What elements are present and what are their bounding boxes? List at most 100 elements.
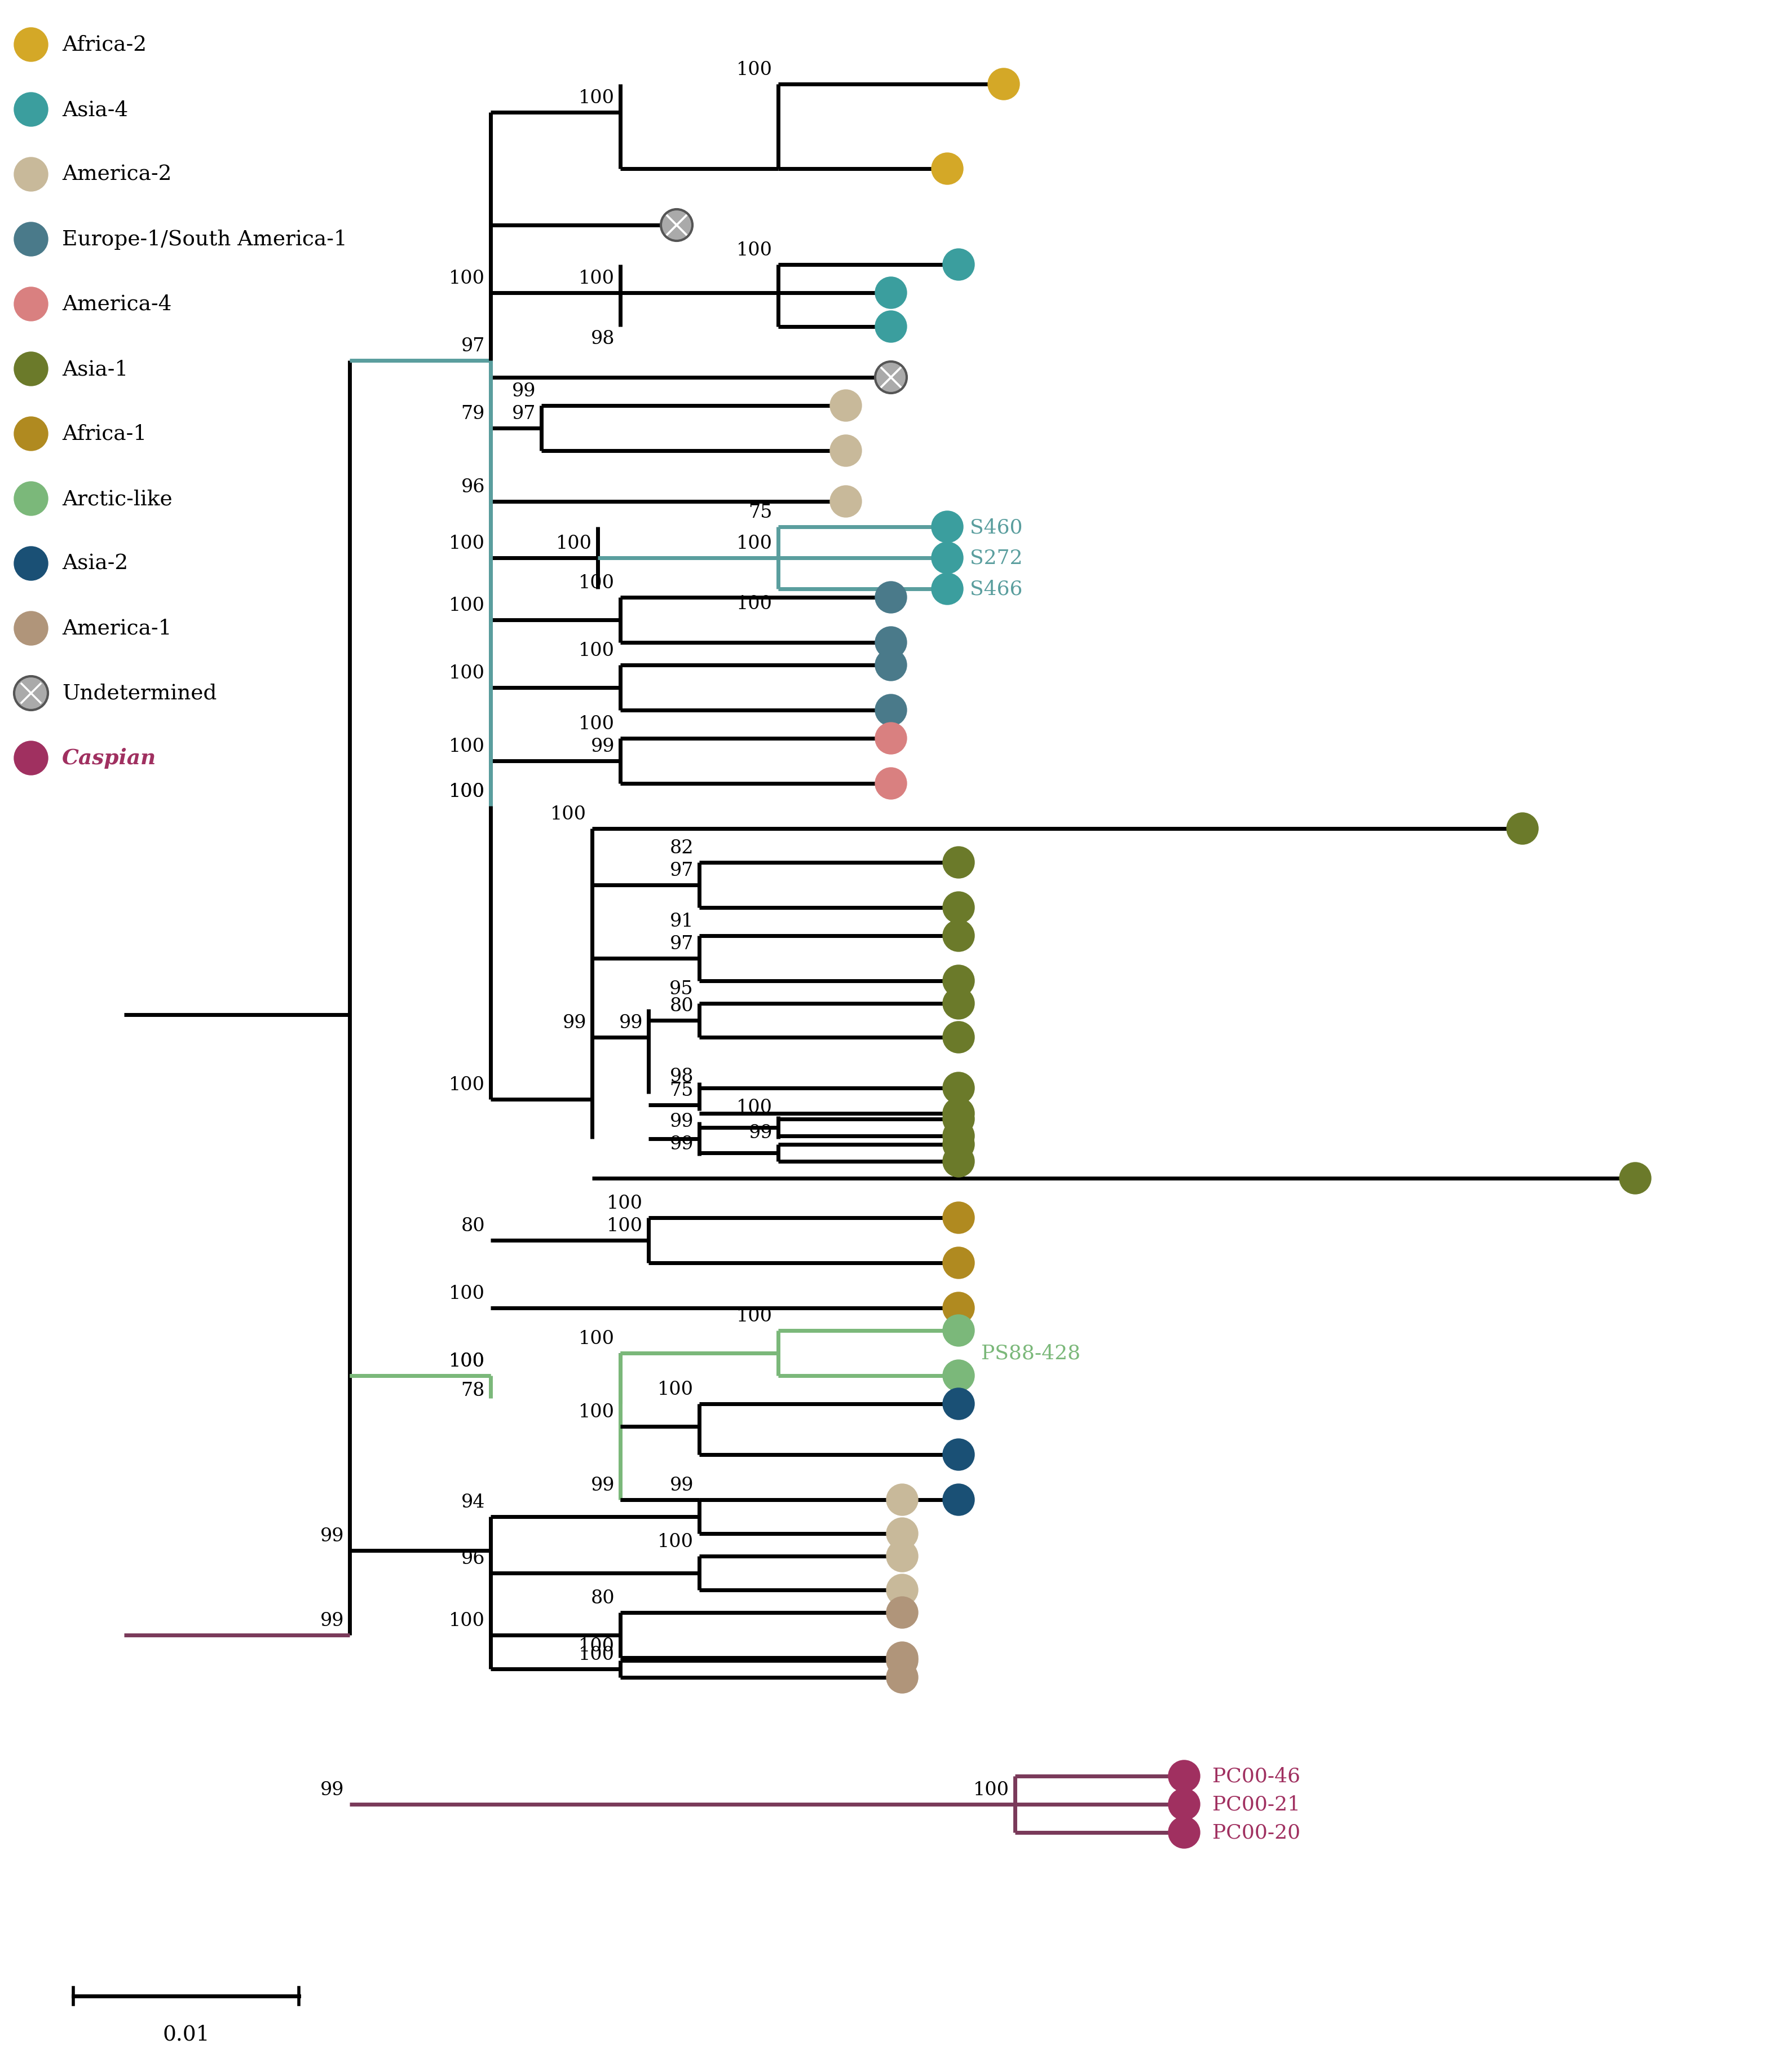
Circle shape [932, 511, 962, 542]
Circle shape [14, 546, 48, 581]
Circle shape [1168, 1817, 1201, 1848]
Text: Asia-2: Asia-2 [63, 554, 127, 575]
Text: 99: 99 [749, 1123, 772, 1141]
Text: 100: 100 [448, 1612, 486, 1630]
Text: 75: 75 [670, 1082, 694, 1100]
Text: S272: S272 [969, 548, 1023, 569]
Text: 100: 100 [556, 534, 591, 552]
Text: 80: 80 [591, 1589, 615, 1607]
Text: 100: 100 [579, 1330, 615, 1347]
Circle shape [661, 209, 692, 242]
Text: 100: 100 [737, 1308, 772, 1324]
Text: 100: 100 [579, 1644, 615, 1663]
Text: 100: 100 [737, 62, 772, 78]
Circle shape [943, 987, 975, 1020]
Text: 100: 100 [579, 714, 615, 733]
Text: Asia-4: Asia-4 [63, 101, 129, 121]
Circle shape [943, 1203, 975, 1234]
Text: 96: 96 [461, 478, 486, 497]
Circle shape [943, 1484, 975, 1515]
Circle shape [932, 542, 962, 575]
Circle shape [887, 1575, 918, 1605]
Text: 98: 98 [670, 1068, 694, 1086]
Text: America-2: America-2 [63, 164, 172, 185]
Circle shape [1620, 1162, 1650, 1195]
Text: PC00-20: PC00-20 [1213, 1823, 1301, 1842]
Text: 82: 82 [670, 840, 694, 856]
Text: 100: 100 [737, 595, 772, 614]
Text: 100: 100 [658, 1380, 694, 1398]
Circle shape [874, 361, 907, 394]
Circle shape [943, 1314, 975, 1347]
Circle shape [14, 353, 48, 386]
Circle shape [943, 1098, 975, 1129]
Text: 80: 80 [461, 1217, 486, 1234]
Text: 100: 100 [607, 1195, 643, 1211]
Circle shape [14, 287, 48, 322]
Circle shape [943, 1388, 975, 1421]
Text: 97: 97 [670, 862, 694, 879]
Text: 99: 99 [591, 1476, 615, 1495]
Circle shape [943, 848, 975, 879]
Circle shape [1168, 1759, 1201, 1792]
Text: 91: 91 [670, 912, 694, 930]
Text: 99: 99 [563, 1014, 586, 1033]
Text: 99: 99 [618, 1014, 643, 1033]
Circle shape [1507, 813, 1538, 844]
Circle shape [830, 487, 862, 517]
Text: 80: 80 [670, 998, 694, 1014]
Text: 100: 100 [448, 1076, 486, 1094]
Text: 100: 100 [448, 1353, 486, 1369]
Text: 100: 100 [448, 597, 486, 614]
Text: 79: 79 [461, 404, 486, 423]
Text: 99: 99 [321, 1527, 344, 1546]
Text: 75: 75 [749, 503, 772, 521]
Circle shape [14, 482, 48, 515]
Circle shape [887, 1484, 918, 1515]
Circle shape [987, 70, 1020, 101]
Circle shape [14, 222, 48, 257]
Circle shape [943, 1146, 975, 1176]
Text: 100: 100 [737, 534, 772, 552]
Text: 99: 99 [670, 1476, 694, 1495]
Circle shape [932, 154, 962, 185]
Text: 100: 100 [579, 1636, 615, 1655]
Text: America-4: America-4 [63, 294, 172, 314]
Text: 100: 100 [607, 1217, 643, 1234]
Text: 100: 100 [973, 1780, 1009, 1798]
Text: 99: 99 [670, 1135, 694, 1154]
Circle shape [887, 1644, 918, 1677]
Circle shape [1168, 1788, 1201, 1821]
Text: Undetermined: Undetermined [63, 684, 217, 704]
Circle shape [887, 1642, 918, 1673]
Text: Arctic-like: Arctic-like [63, 489, 172, 509]
Text: 100: 100 [448, 782, 486, 801]
Text: 99: 99 [591, 737, 615, 756]
Text: 100: 100 [448, 665, 486, 682]
Circle shape [874, 312, 907, 343]
Circle shape [14, 417, 48, 452]
Circle shape [874, 626, 907, 659]
Circle shape [932, 573, 962, 606]
Text: Caspian: Caspian [63, 747, 156, 768]
Circle shape [943, 1129, 975, 1160]
Text: 0.01: 0.01 [163, 2024, 210, 2045]
Circle shape [874, 581, 907, 614]
Text: 97: 97 [513, 404, 536, 423]
Circle shape [830, 390, 862, 421]
Text: 100: 100 [448, 269, 486, 287]
Text: 78: 78 [461, 1382, 486, 1400]
Text: 100: 100 [579, 1402, 615, 1421]
Circle shape [943, 1121, 975, 1152]
Circle shape [874, 649, 907, 682]
Text: 99: 99 [321, 1780, 344, 1798]
Circle shape [14, 677, 48, 710]
Circle shape [943, 891, 975, 924]
Text: 94: 94 [461, 1493, 486, 1511]
Text: S466: S466 [969, 579, 1023, 599]
Circle shape [14, 158, 48, 191]
Text: 100: 100 [579, 88, 615, 107]
Circle shape [943, 1102, 975, 1135]
Circle shape [943, 1291, 975, 1324]
Text: S460: S460 [969, 517, 1023, 536]
